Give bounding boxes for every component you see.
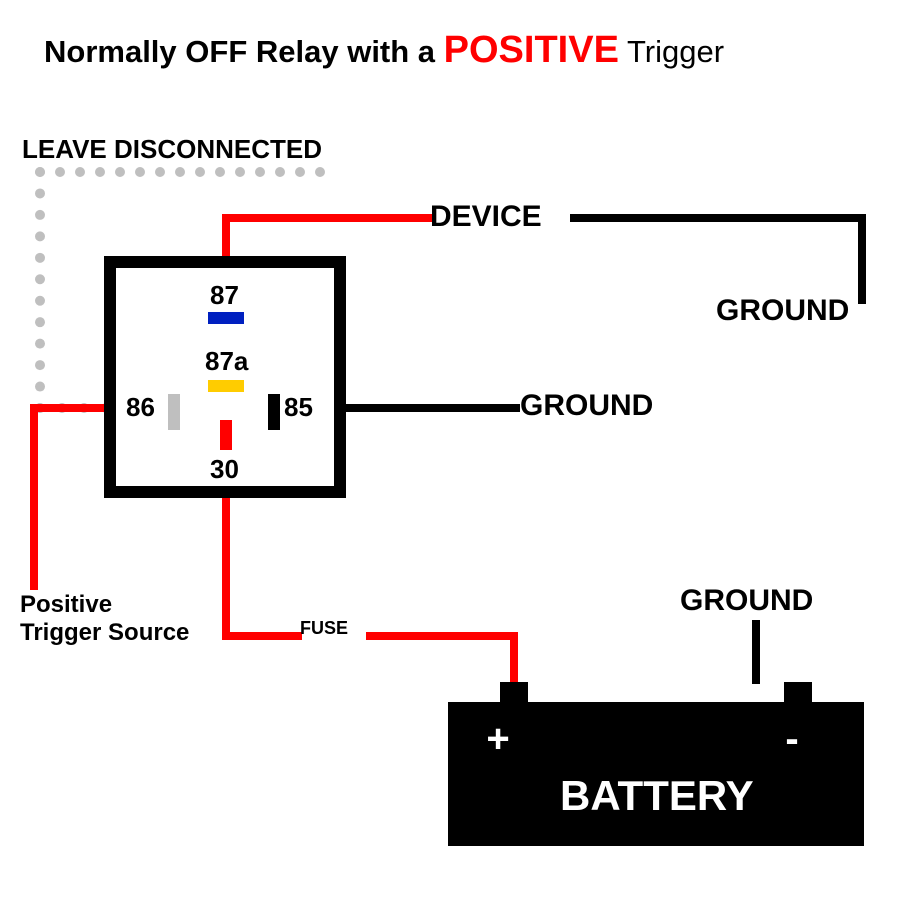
label-trigger2: Trigger Source — [20, 619, 189, 646]
disconnected-dot — [135, 167, 145, 177]
relay-pin-label-87: 87 — [210, 280, 239, 310]
disconnected-dot — [235, 167, 245, 177]
disconnected-dot — [75, 167, 85, 177]
disconnected-dot — [35, 167, 45, 177]
battery-label: BATTERY — [560, 772, 754, 819]
disconnected-dot — [55, 167, 65, 177]
battery-minus-icon: - — [785, 717, 798, 761]
relay-pin-label-30: 30 — [210, 454, 239, 484]
relay-pin-30 — [220, 420, 232, 450]
disconnected-dot — [215, 167, 225, 177]
relay-pin-label-87a: 87a — [205, 346, 249, 376]
relay-pin-86 — [168, 394, 180, 430]
disconnected-dot — [35, 210, 45, 220]
disconnected-dot — [95, 167, 105, 177]
disconnected-dot — [35, 274, 45, 284]
disconnected-dot — [115, 167, 125, 177]
disconnected-dot — [255, 167, 265, 177]
label-trigger1: Positive — [20, 591, 112, 618]
relay-pin-85 — [268, 394, 280, 430]
disconnected-dot — [35, 339, 45, 349]
disconnected-dot — [35, 188, 45, 198]
disconnected-dot — [35, 317, 45, 327]
label-ground_top: GROUND — [716, 294, 849, 327]
disconnected-dot — [175, 167, 185, 177]
battery-post-plus — [500, 682, 528, 704]
battery-post-minus — [784, 682, 812, 704]
disconnected-dot — [35, 296, 45, 306]
label-fuse: FUSE — [300, 618, 348, 638]
disconnected-dot — [35, 253, 45, 263]
disconnected-dot — [195, 167, 205, 177]
relay-pin-label-86: 86 — [126, 392, 155, 422]
disconnected-dot — [275, 167, 285, 177]
label-ground_mid: GROUND — [520, 389, 653, 422]
label-leave_disconnected: LEAVE DISCONNECTED — [22, 134, 322, 164]
disconnected-dot — [35, 382, 45, 392]
label-device: DEVICE — [430, 200, 542, 233]
disconnected-dot — [155, 167, 165, 177]
label-ground_bat: GROUND — [680, 584, 813, 617]
disconnected-dot — [295, 167, 305, 177]
disconnected-dot — [35, 360, 45, 370]
battery-plus-icon: + — [486, 717, 509, 761]
disconnected-dot — [35, 231, 45, 241]
relay-pin-87a — [208, 380, 244, 392]
disconnected-dot — [315, 167, 325, 177]
diagram-title: Normally OFF Relay with a POSITIVE Trigg… — [44, 29, 724, 71]
relay-pin-87 — [208, 312, 244, 324]
relay-pin-label-85: 85 — [284, 392, 313, 422]
